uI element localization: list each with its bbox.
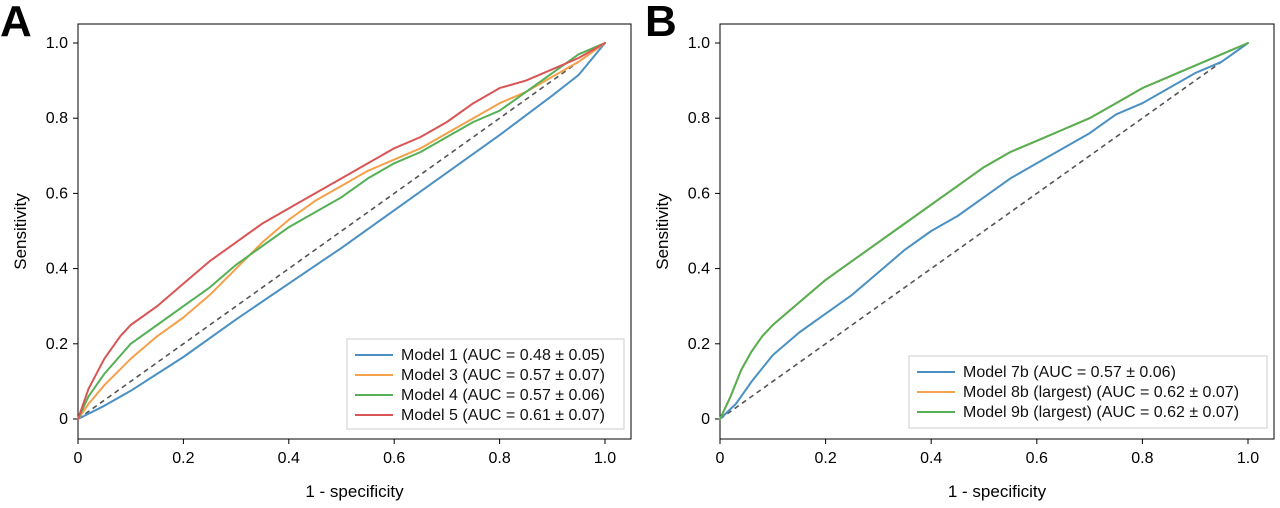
series-line-3 <box>77 42 606 420</box>
x-axis-title: 1 - specificity <box>305 482 404 501</box>
legend-label: Model 7b (AUC = 0.57 ± 0.06) <box>963 364 1176 381</box>
y-tick-label: 0.4 <box>46 261 68 278</box>
legend-box <box>908 355 1268 429</box>
y-tick-label: 0.4 <box>688 261 710 278</box>
legend-label: Model 4 (AUC = 0.57 ± 0.06) <box>401 387 605 404</box>
legend-label: Model 5 (AUC = 0.61 ± 0.07) <box>401 407 605 424</box>
y-axis-title: Sensitivity <box>653 193 672 270</box>
legend-box <box>346 338 625 430</box>
panel-a-plot: 0 0.2 0.4 0.6 0.8 1.0 0 0.2 0.4 0.6 0.8 1.0 1 - spec… <box>11 23 632 501</box>
chance-diagonal <box>719 42 1249 420</box>
legend-label: Model 3 (AUC = 0.57 ± 0.07) <box>401 367 605 384</box>
panel-a-letter: A <box>0 0 32 46</box>
legend-label: Model 1 (AUC = 0.48 ± 0.05) <box>401 347 605 364</box>
y-tick-label: 0.6 <box>46 185 68 202</box>
x-tick-label: 1.0 <box>1237 450 1259 467</box>
panel-b-letter: B <box>645 0 677 46</box>
series-line-1 <box>77 42 606 420</box>
series-line-1 <box>719 42 1249 420</box>
x-tick-label: 0 <box>716 450 725 467</box>
legend-label: Model 8b (largest) (AUC = 0.62 ± 0.07) <box>963 384 1239 401</box>
x-tick-label: 0.2 <box>172 450 194 467</box>
y-tick-label: 1.0 <box>46 35 68 52</box>
x-tick-label: 0.6 <box>383 450 405 467</box>
x-tick-label: 0.4 <box>278 450 300 467</box>
legend: Model 7b (AUC = 0.57 ± 0.06) Model 8b (la… <box>908 355 1268 429</box>
panel-b: B 0 0.2 0.4 0.6 0.8 1.0 0 0.2 0.4 0.6 0.8 1.0 1 - sp… <box>645 0 1275 501</box>
legend-label: Model 9b (largest) (AUC = 0.62 ± 0.07) <box>963 404 1239 421</box>
x-tick-label: 0.2 <box>814 450 836 467</box>
panel-a: A 0 0.2 0.4 0.6 0.8 1.0 0 0.2 0.4 0.6 0.8 1.0 1 - sp… <box>0 0 632 501</box>
y-tick-label: 1.0 <box>688 35 710 52</box>
x-tick-label: 0.4 <box>920 450 942 467</box>
x-tick-label: 0 <box>74 450 83 467</box>
y-tick-label: 0 <box>701 411 710 428</box>
series-line-4 <box>77 42 606 420</box>
legend: Model 1 (AUC = 0.48 ± 0.05) Model 3 (AUC … <box>346 338 625 430</box>
y-axis-title: Sensitivity <box>11 193 30 270</box>
y-tick-label: 0.6 <box>688 185 710 202</box>
y-tick-label: 0.8 <box>46 110 68 127</box>
x-tick-label: 1.0 <box>594 450 616 467</box>
y-tick-label: 0.8 <box>688 110 710 127</box>
y-tick-label: 0.2 <box>688 336 710 353</box>
x-tick-label: 0.8 <box>1131 450 1153 467</box>
y-tick-label: 0 <box>59 411 68 428</box>
series-line-2 <box>77 42 606 420</box>
x-axis-title: 1 - specificity <box>948 482 1047 501</box>
panel-b-plot: 0 0.2 0.4 0.6 0.8 1.0 0 0.2 0.4 0.6 0.8 1.0 1 - spec… <box>653 23 1275 501</box>
x-tick-label: 0.8 <box>488 450 510 467</box>
x-tick-label: 0.6 <box>1026 450 1048 467</box>
y-tick-label: 0.2 <box>46 336 68 353</box>
series-line-3 <box>719 42 1249 420</box>
